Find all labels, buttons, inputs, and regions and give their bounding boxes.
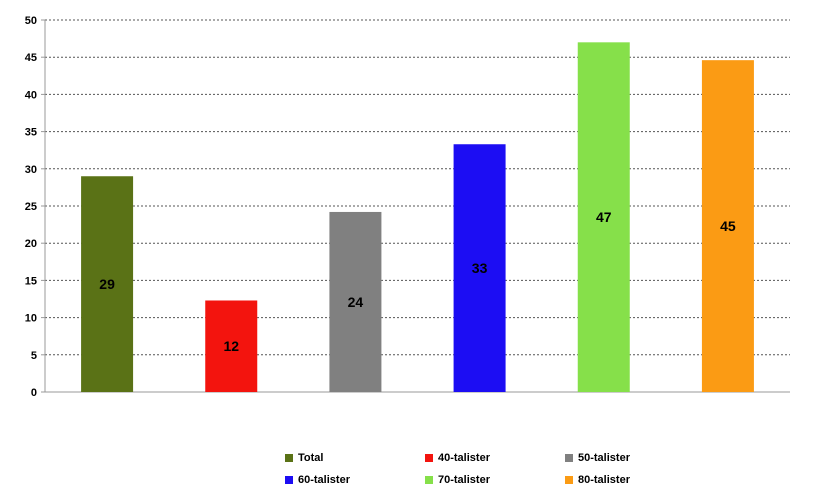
legend-label: 70-talister: [438, 474, 490, 486]
legend-item-70-talister: 70-talister: [425, 474, 565, 486]
legend-swatch: [425, 454, 433, 462]
legend-label: 60-talister: [298, 474, 350, 486]
y-axis-ticks: 0 5 10 15 20 25 30 35 40 45 50: [25, 15, 45, 399]
y-tick-label: 40: [25, 89, 37, 101]
legend-label: 40-talister: [438, 452, 490, 464]
data-label: 47: [596, 209, 612, 225]
data-label: 12: [223, 338, 239, 354]
legend-swatch: [285, 476, 293, 484]
y-tick-label: 15: [25, 275, 37, 287]
y-tick-label: 0: [31, 387, 37, 399]
legend-item-50-talister: 50-talister: [565, 452, 705, 464]
bar: [81, 176, 134, 392]
bar: [701, 60, 754, 393]
legend-swatch: [425, 476, 433, 484]
legend-item-total: Total: [285, 452, 425, 464]
legend-swatch: [565, 476, 573, 484]
legend-item-40-talister: 40-talister: [425, 452, 565, 464]
y-tick-label: 50: [25, 15, 37, 27]
legend-item-80-talister: 80-talister: [565, 474, 705, 486]
y-tick-label: 25: [25, 201, 37, 213]
data-label: 33: [472, 260, 488, 276]
bar: [205, 300, 258, 392]
bars: 29 12 24 33 47 45: [81, 42, 754, 393]
legend-item-60-talister: 60-talister: [285, 474, 425, 486]
legend-label: 80-talister: [578, 474, 630, 486]
data-label: 24: [348, 294, 364, 310]
y-tick-label: 20: [25, 238, 37, 250]
legend: Total 40-talister 50-talister 60-taliste…: [285, 452, 705, 486]
bar: [577, 42, 630, 392]
legend-swatch: [565, 454, 573, 462]
y-tick-label: 5: [31, 350, 37, 362]
y-tick-label: 45: [25, 52, 37, 64]
legend-label: 50-talister: [578, 452, 630, 464]
y-tick-label: 35: [25, 127, 37, 139]
legend-label: Total: [298, 452, 324, 464]
bar: [329, 211, 382, 392]
data-label: 29: [99, 276, 115, 292]
y-tick-label: 30: [25, 164, 37, 176]
gridlines: [45, 19, 790, 356]
y-tick-label: 10: [25, 313, 37, 325]
legend-swatch: [285, 454, 293, 462]
data-label: 45: [720, 218, 736, 234]
bar: [453, 144, 506, 392]
